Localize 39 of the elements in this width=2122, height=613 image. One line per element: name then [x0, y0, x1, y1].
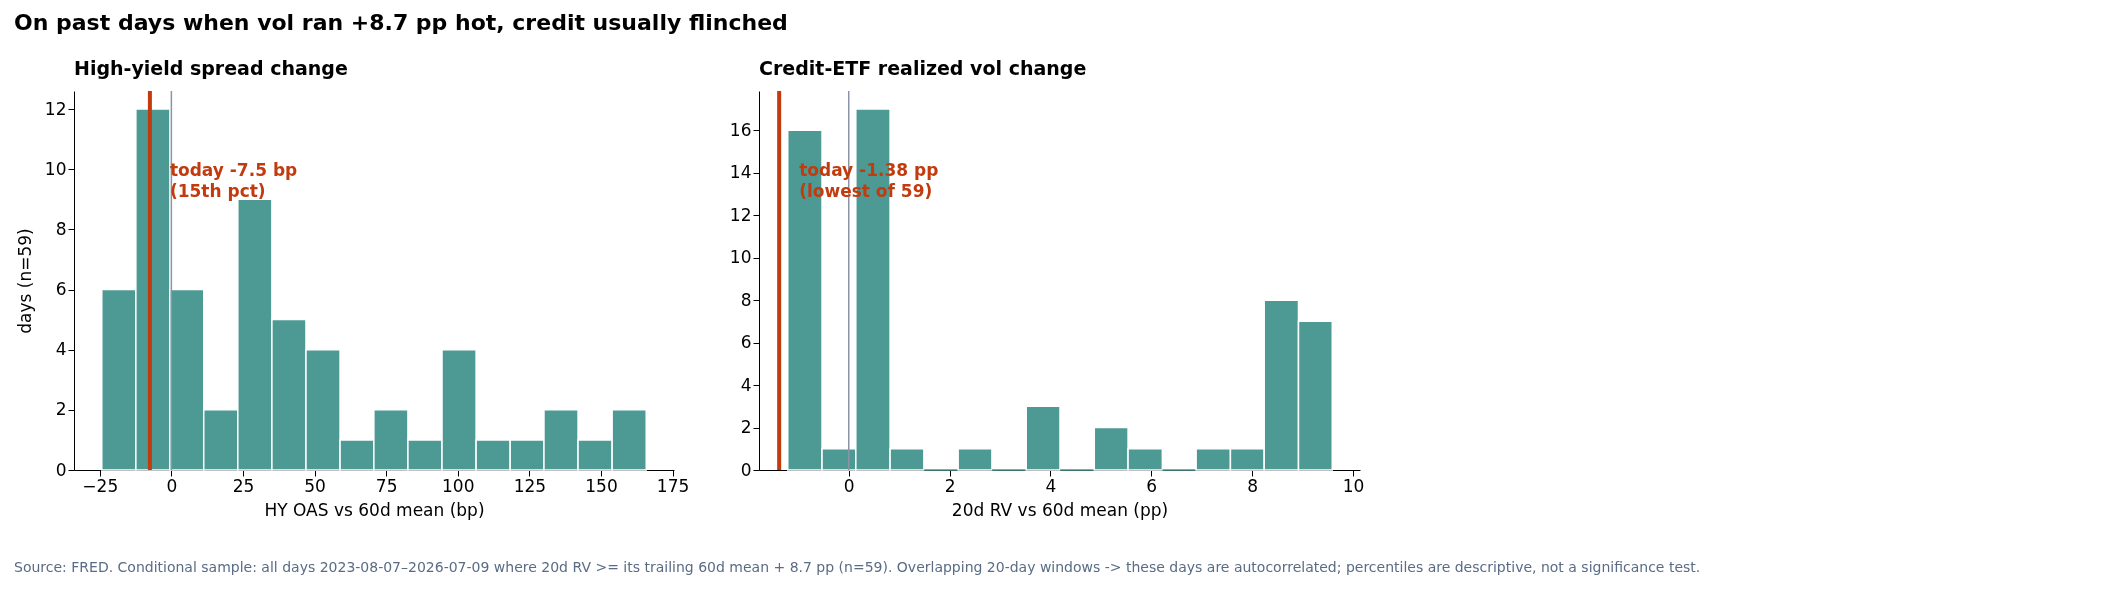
- y-tick-label: 6: [740, 332, 752, 353]
- y-tick-label: 2: [55, 399, 67, 420]
- x-tick-label: 8: [1247, 475, 1259, 496]
- x-tick-label: −25: [82, 475, 119, 496]
- x-tick-label: 0: [843, 475, 855, 496]
- x-tick-label: 0: [166, 475, 178, 496]
- x-tick-label: 50: [304, 475, 326, 496]
- y-tick-label: 6: [55, 279, 67, 300]
- x-tick-label: 175: [656, 475, 690, 496]
- x-tick-label: 150: [585, 475, 618, 496]
- x-tick-label: 6: [1146, 475, 1158, 496]
- y-tick-label: 12: [44, 98, 67, 119]
- x-tick-label: 2: [944, 475, 956, 496]
- x-tick-label: 125: [513, 475, 547, 496]
- y-axis-title: days (n=59): [14, 228, 35, 334]
- x-axis-title: 20d RV vs 60d mean (pp): [951, 499, 1169, 520]
- source-note: Source: FRED. Conditional sample: all days 2023-08-07–2026-07-09 where 20d RV >= its trailing 60d mean + 8.7 pp (n=59). Overlapping 20-day windows -> these days are autocorrelated; percentiles are descriptive, not a significance test.: [14, 559, 1701, 575]
- y-tick-label: 0: [740, 459, 752, 480]
- y-tick-label: 14: [729, 162, 752, 183]
- x-axis-title: HY OAS vs 60d mean (bp): [264, 499, 485, 520]
- y-tick-label: 2: [740, 417, 752, 438]
- chart-subtitle: Credit-ETF realized vol change: [759, 57, 1087, 79]
- y-tick-label: 16: [729, 119, 752, 140]
- y-tick-label: 8: [55, 218, 67, 239]
- y-tick-label: 10: [729, 247, 752, 268]
- x-tick-label: 75: [375, 475, 398, 496]
- x-tick-label: 4: [1045, 475, 1057, 496]
- y-tick-label: 0: [55, 459, 67, 480]
- x-tick-label: 10: [1342, 475, 1365, 496]
- x-tick-label: 25: [232, 475, 255, 496]
- y-tick-label: 4: [740, 374, 752, 395]
- y-tick-label: 8: [740, 289, 752, 310]
- chart-subtitle: High-yield spread change: [74, 57, 348, 79]
- y-tick-label: 4: [55, 339, 67, 360]
- x-tick-label: 100: [442, 475, 475, 496]
- y-tick-label: 10: [44, 158, 67, 179]
- y-tick-label: 12: [729, 204, 752, 225]
- ref-line-label: today -7.5 bp (15th pct): [169, 160, 298, 201]
- chart-title: On past days when vol ran +8.7 pp hot, credit usually flinched: [14, 10, 788, 35]
